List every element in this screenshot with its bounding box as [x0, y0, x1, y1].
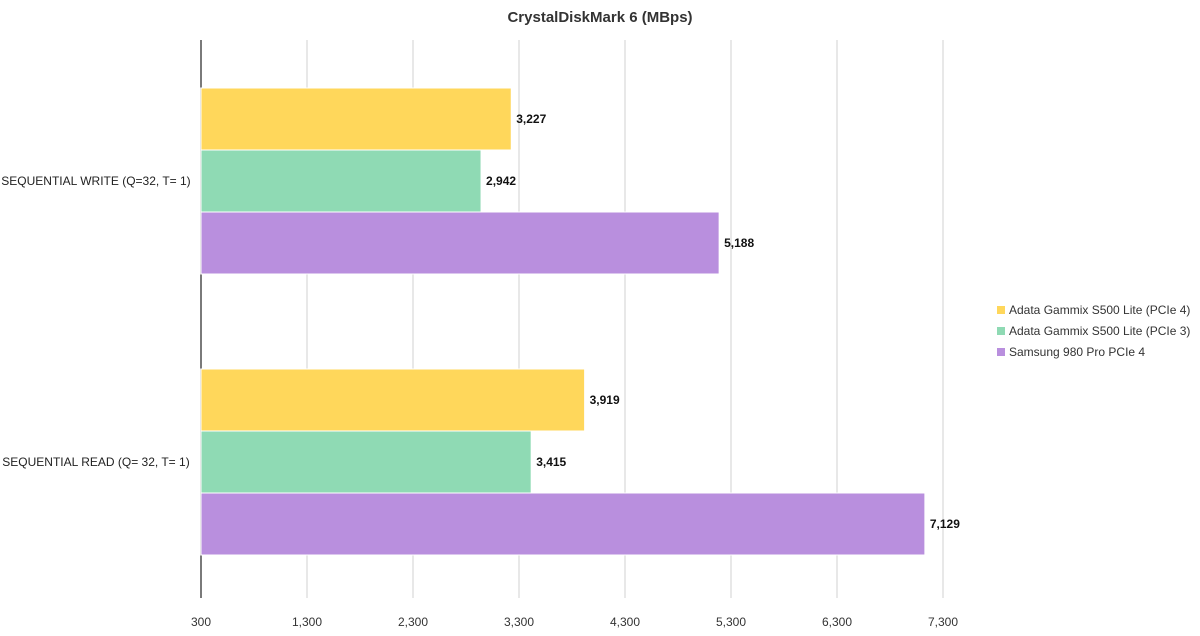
data-label: 2,942 [486, 174, 516, 188]
legend-label: Samsung 980 Pro PCIe 4 [1009, 345, 1145, 359]
legend-label: Adata Gammix S500 Lite (PCIe 4) [1009, 303, 1190, 317]
x-tick-label: 3,300 [504, 615, 534, 629]
data-label: 3,415 [536, 455, 566, 469]
bar [200, 430, 532, 494]
legend-swatch [997, 327, 1005, 335]
category-label: SEQUENTIAL READ (Q= 32, T= 1) [2, 455, 189, 469]
bar [200, 368, 586, 432]
x-tick-label: 2,300 [398, 615, 428, 629]
x-tick-label: 1,300 [292, 615, 322, 629]
bar [200, 87, 512, 151]
bar-layer [200, 87, 926, 556]
data-label: 7,129 [930, 517, 960, 531]
x-tick-label: 6,300 [822, 615, 852, 629]
label-layer: 300 1,300 2,300 3,300 4,300 5,300 6,300 7,300 SE… [1, 112, 960, 629]
legend: Adata Gammix S500 Lite (PCIe 4) Adata Gam… [997, 303, 1190, 359]
x-tick-label: 300 [191, 615, 211, 629]
legend-label: Adata Gammix S500 Lite (PCIe 3) [1009, 324, 1190, 338]
bar [200, 211, 720, 275]
category-label: SEQUENTIAL WRITE (Q=32, T= 1) [1, 174, 190, 188]
data-label: 5,188 [724, 236, 754, 250]
data-label: 3,227 [516, 112, 546, 126]
chart-title: CrystalDiskMark 6 (MBps) [507, 9, 692, 26]
x-tick-label: 5,300 [716, 615, 746, 629]
bar [200, 149, 482, 213]
legend-swatch [997, 348, 1005, 356]
legend-swatch [997, 306, 1005, 314]
x-tick-label: 4,300 [610, 615, 640, 629]
data-label: 3,919 [590, 393, 620, 407]
x-tick-label: 7,300 [928, 615, 958, 629]
bar [200, 492, 926, 556]
